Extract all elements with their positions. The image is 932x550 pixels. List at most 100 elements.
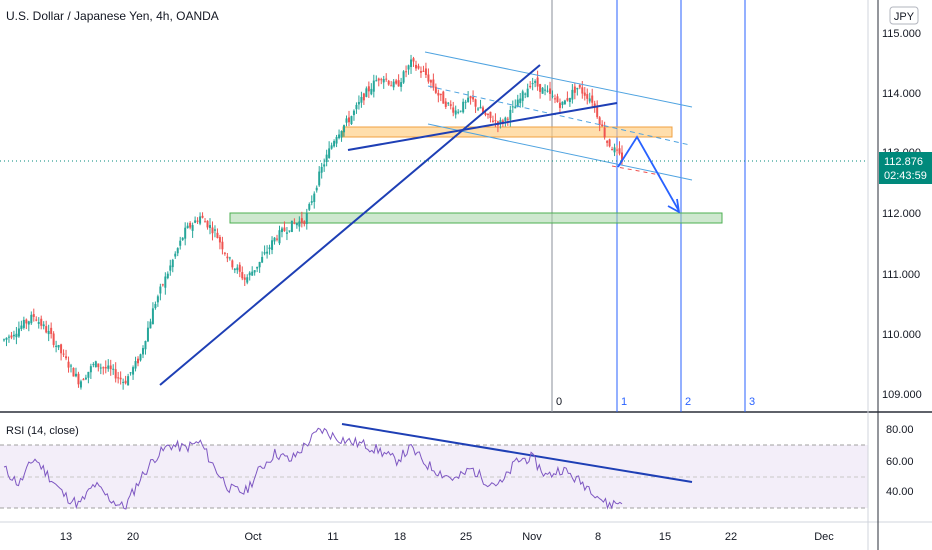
countdown-timer: 02:43:59 [884, 170, 927, 182]
candle-body [42, 324, 45, 327]
rsi-tick: 80.00 [886, 424, 914, 436]
candle-body [263, 252, 266, 254]
candle-body [15, 333, 18, 338]
time-tick: Nov [522, 531, 542, 543]
rsi-line [3, 427, 623, 510]
candle-body [268, 247, 271, 250]
candle-body [77, 373, 80, 385]
candle-body [536, 77, 539, 87]
candle-body [179, 240, 182, 246]
candle-body [412, 58, 415, 62]
candle-body [280, 228, 283, 233]
candle-body [442, 91, 445, 104]
candle-body [417, 65, 420, 69]
arrow-head-icon [667, 198, 681, 214]
candle-body [253, 270, 256, 273]
candle-body [10, 335, 13, 338]
candle-body [405, 71, 408, 73]
candle-body [410, 59, 413, 67]
candle-body [137, 358, 140, 364]
time-tick: 11 [327, 531, 338, 543]
currency-badge[interactable]: JPY [889, 6, 919, 25]
candle-body [484, 113, 487, 115]
candle-body [385, 78, 388, 80]
candle-body [228, 257, 231, 259]
candle-body [340, 131, 343, 138]
time-tick: 8 [595, 531, 601, 543]
candle-body [588, 98, 591, 102]
price-tick: 112.000 [882, 208, 921, 220]
candle-body [70, 365, 73, 367]
candle-body [516, 99, 519, 107]
candle-body [611, 149, 614, 151]
candle-body [55, 345, 58, 347]
candle-body [328, 148, 331, 158]
candle-body [459, 110, 462, 112]
candle-body [397, 80, 400, 87]
candle-body [395, 80, 398, 84]
candle-body [231, 260, 234, 268]
candle-body [102, 367, 105, 369]
symbol-title: U.S. Dollar / Japanese Yen, 4h, OANDA [6, 9, 219, 23]
projection-arrow[interactable] [617, 135, 681, 214]
candle-body [333, 141, 336, 147]
candle-body [37, 322, 40, 324]
candle-body [310, 201, 313, 203]
candle-body [591, 95, 594, 103]
candle-body [132, 367, 135, 375]
candle-body [174, 253, 177, 257]
candle-body [156, 296, 159, 303]
candle-body [127, 376, 130, 386]
candle-body [472, 96, 475, 100]
candle-body [586, 94, 589, 99]
support-zone-green[interactable] [229, 212, 723, 224]
candle-body [400, 82, 403, 87]
candle-body [144, 341, 147, 350]
fib-label-1: 1 [621, 396, 627, 408]
candle-body [432, 79, 435, 88]
rsi-axis[interactable]: 80.00 60.00 40.00 [886, 424, 914, 498]
candle-body [370, 88, 373, 95]
candle-body [276, 238, 279, 240]
candle-body [467, 97, 470, 102]
candle-body [504, 117, 507, 122]
candle-body [226, 256, 229, 259]
candle-body [444, 101, 447, 107]
candle-body [345, 118, 348, 123]
candle-body [122, 381, 125, 383]
fib-time-zones[interactable] [551, 0, 746, 412]
candle-body [243, 277, 246, 280]
candle-body [477, 108, 480, 110]
candle-body [491, 120, 494, 122]
candle-body [62, 353, 65, 355]
candle-body [407, 65, 410, 70]
candle-body [189, 222, 192, 228]
time-axis[interactable]: 13 20 Oct 11 18 25 Nov 8 15 22 Dec [60, 531, 834, 543]
candle-body [104, 366, 107, 369]
candle-body [99, 367, 102, 369]
time-tick: 18 [394, 531, 406, 543]
candle-body [5, 337, 8, 340]
candle-body [601, 124, 604, 127]
candle-body [352, 110, 355, 116]
candle-body [578, 84, 581, 88]
candle-body [457, 111, 460, 113]
candle-body [454, 110, 457, 115]
candle-body [521, 91, 524, 101]
trendlines[interactable] [159, 64, 693, 483]
resistance-zone-orange[interactable] [342, 126, 673, 138]
candle-body [469, 96, 472, 99]
descending-channel[interactable] [424, 51, 693, 181]
candle-body [236, 267, 239, 271]
candle-body [558, 102, 561, 108]
candle-body [593, 103, 596, 107]
candle-body [166, 273, 169, 279]
candle-body [139, 354, 142, 361]
candle-body [124, 380, 127, 384]
candle-body [621, 152, 623, 162]
candle-body [479, 106, 482, 109]
candle-body [603, 127, 606, 138]
price-tick: 110.000 [882, 329, 921, 341]
rsi-divergence-trendline [341, 423, 693, 483]
